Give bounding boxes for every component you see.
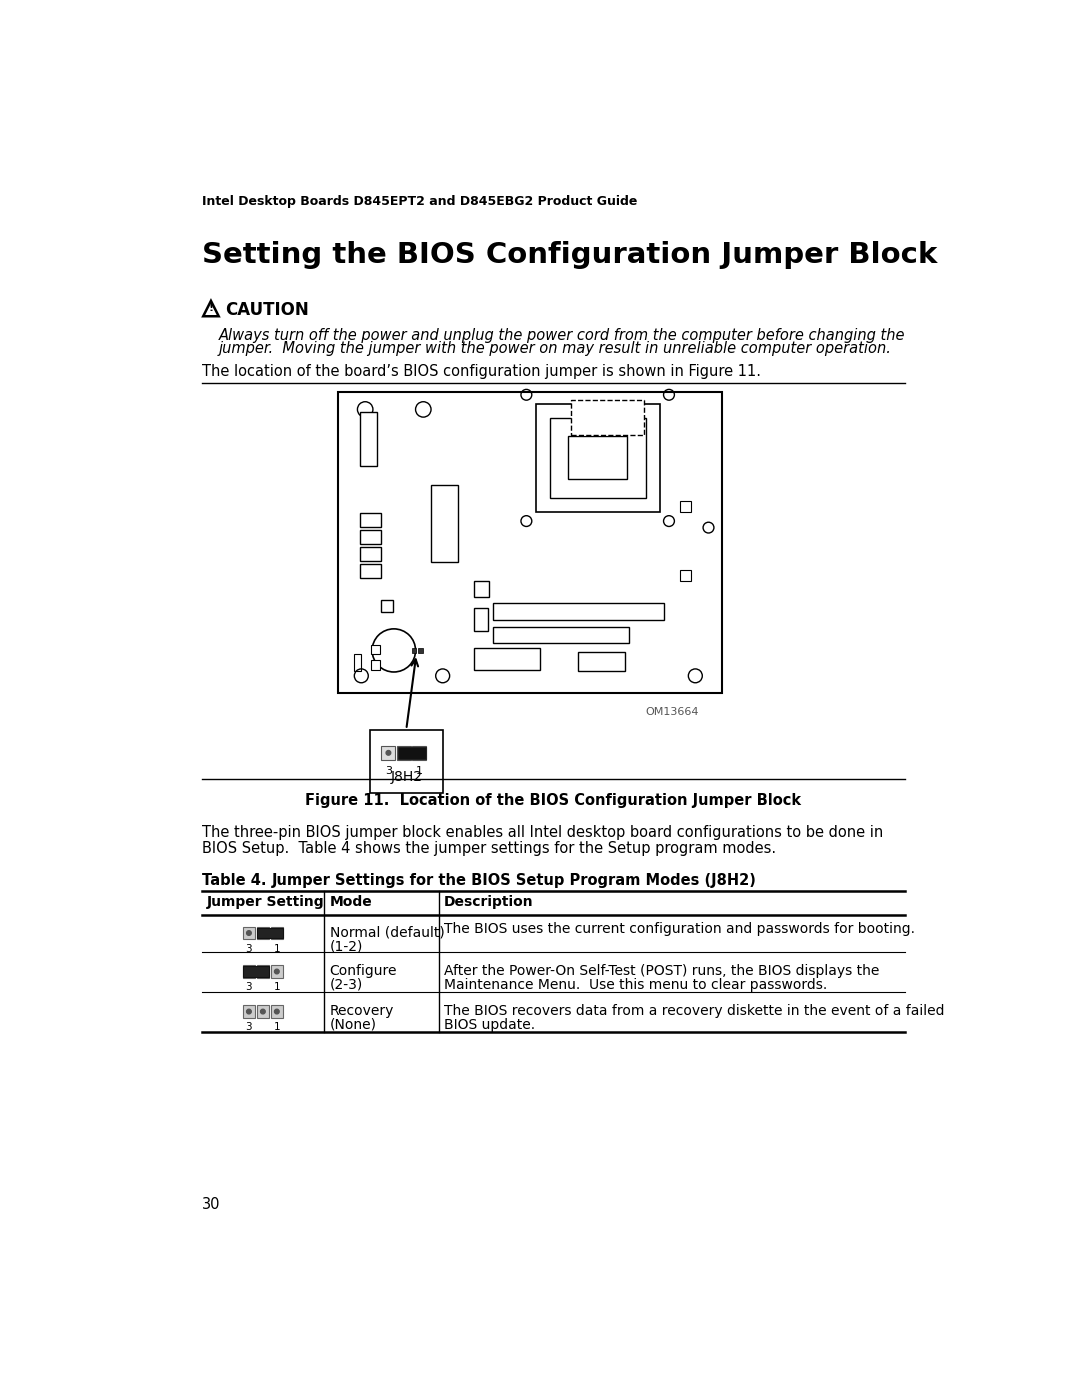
Text: 1: 1 <box>273 944 280 954</box>
Bar <box>679 570 691 581</box>
Text: The three-pin BIOS jumper block enables all Intel desktop board configurations t: The three-pin BIOS jumper block enables … <box>202 826 883 840</box>
Text: Setting the BIOS Configuration Jumper Block: Setting the BIOS Configuration Jumper Bl… <box>202 240 937 268</box>
Text: 3: 3 <box>245 1023 253 1032</box>
Bar <box>494 627 629 643</box>
Text: The BIOS uses the current configuration and passwords for booting.: The BIOS uses the current configuration … <box>444 922 915 936</box>
Text: 1: 1 <box>273 982 280 992</box>
Bar <box>474 608 488 631</box>
Text: (1-2): (1-2) <box>329 939 363 953</box>
Bar <box>271 1006 283 1018</box>
Circle shape <box>387 750 391 756</box>
Text: Description: Description <box>444 895 534 909</box>
Text: jumper.  Moving the jumper with the power on may result in unreliable computer o: jumper. Moving the jumper with the power… <box>218 341 892 356</box>
Circle shape <box>246 930 252 936</box>
Bar <box>380 599 393 612</box>
Text: 3: 3 <box>245 944 253 954</box>
Text: The BIOS recovers data from a recovery diskette in the event of a failed: The BIOS recovers data from a recovery d… <box>444 1004 945 1018</box>
Text: 1: 1 <box>273 1023 280 1032</box>
Text: 3: 3 <box>384 766 392 775</box>
Text: Maintenance Menu.  Use this menu to clear passwords.: Maintenance Menu. Use this menu to clear… <box>444 978 827 992</box>
Text: Jumper Settings for the BIOS Setup Program Modes (J8H2): Jumper Settings for the BIOS Setup Progr… <box>271 873 756 888</box>
Text: Always turn off the power and unplug the power cord from the computer before cha: Always turn off the power and unplug the… <box>218 328 905 342</box>
Text: 3: 3 <box>245 982 253 992</box>
Text: Figure 11.  Location of the BIOS Configuration Jumper Block: Figure 11. Location of the BIOS Configur… <box>306 793 801 807</box>
Circle shape <box>260 1009 266 1014</box>
Text: CAUTION: CAUTION <box>225 300 309 319</box>
Bar <box>413 746 427 760</box>
Bar <box>353 654 362 671</box>
Bar <box>536 404 660 511</box>
Bar <box>360 531 381 545</box>
Bar <box>243 965 255 978</box>
Bar <box>271 926 283 939</box>
Bar <box>570 400 644 434</box>
Text: Normal (default): Normal (default) <box>329 925 444 939</box>
Bar <box>243 926 255 939</box>
Text: The location of the board’s BIOS configuration jumper is shown in Figure 11.: The location of the board’s BIOS configu… <box>202 365 760 379</box>
Circle shape <box>417 750 422 756</box>
Text: !: ! <box>208 303 214 313</box>
Bar <box>397 746 410 760</box>
Bar <box>418 648 422 652</box>
Bar <box>431 485 458 562</box>
Bar <box>360 513 381 527</box>
Circle shape <box>274 1009 279 1014</box>
Bar <box>370 645 380 654</box>
Bar <box>257 926 269 939</box>
Text: Jumper Setting: Jumper Setting <box>207 895 325 909</box>
Bar <box>397 746 426 759</box>
Bar <box>381 746 395 760</box>
Text: 1: 1 <box>416 766 423 775</box>
Bar <box>271 965 283 978</box>
Bar <box>494 602 663 620</box>
Text: Configure: Configure <box>329 964 397 978</box>
Bar <box>360 412 377 465</box>
Bar <box>550 418 646 497</box>
Bar <box>243 1006 255 1018</box>
Text: J8H2: J8H2 <box>391 770 422 784</box>
Bar <box>568 436 627 479</box>
Bar <box>257 1006 269 1018</box>
Bar <box>474 648 540 669</box>
Bar <box>679 502 691 511</box>
Bar <box>243 967 269 977</box>
Text: After the Power-On Self-Test (POST) runs, the BIOS displays the: After the Power-On Self-Test (POST) runs… <box>444 964 879 978</box>
Text: 30: 30 <box>202 1197 220 1213</box>
Bar <box>474 581 489 597</box>
Bar <box>360 564 381 578</box>
Circle shape <box>260 970 266 974</box>
Bar <box>578 652 625 671</box>
Text: BIOS update.: BIOS update. <box>444 1018 536 1032</box>
Bar <box>257 965 269 978</box>
Circle shape <box>260 930 266 936</box>
Text: BIOS Setup.  Table 4 shows the jumper settings for the Setup program modes.: BIOS Setup. Table 4 shows the jumper set… <box>202 841 775 855</box>
Text: OM13664: OM13664 <box>646 707 699 717</box>
Bar <box>411 648 416 652</box>
Bar <box>360 548 381 562</box>
Text: Mode: Mode <box>329 895 373 909</box>
Circle shape <box>274 930 279 936</box>
Text: Recovery: Recovery <box>329 1004 394 1018</box>
Bar <box>369 729 444 793</box>
Text: (2-3): (2-3) <box>329 978 363 992</box>
Text: (None): (None) <box>329 1018 377 1032</box>
Text: Table 4.: Table 4. <box>202 873 266 888</box>
Bar <box>370 661 380 669</box>
Bar <box>257 928 283 939</box>
Bar <box>338 393 723 693</box>
Circle shape <box>402 750 406 756</box>
Circle shape <box>246 970 252 974</box>
Text: Intel Desktop Boards D845EPT2 and D845EBG2 Product Guide: Intel Desktop Boards D845EPT2 and D845EB… <box>202 194 637 208</box>
Circle shape <box>274 970 279 974</box>
Circle shape <box>246 1009 252 1014</box>
